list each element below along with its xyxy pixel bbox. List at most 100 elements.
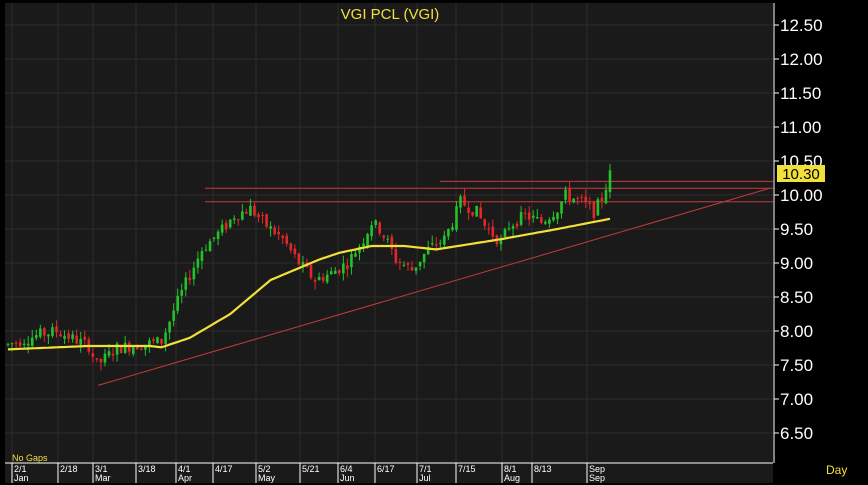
candle-body [386,238,390,240]
candle-body [293,248,297,255]
candlestick [241,204,244,221]
candle-body [281,235,285,239]
candlestick [196,251,200,274]
candle-body [131,347,135,355]
candle-body [148,340,151,346]
candle-body [394,249,398,263]
candlestick [313,277,317,290]
candle-body [342,263,345,274]
x-tick-label: 4/1 [178,464,191,474]
candlestick [414,267,418,275]
candle-body [253,205,256,216]
candlestick [560,201,563,219]
candle-body [374,220,377,226]
candle-body [204,249,208,251]
candlestick [103,348,107,367]
candlestick [99,358,103,371]
candle-body [455,206,458,230]
candlestick [406,261,410,271]
candle-body [51,327,54,336]
candlestick [176,288,179,315]
candlestick [451,222,454,232]
candlestick [232,215,236,224]
candle-body [18,342,22,346]
candle-body [172,310,175,321]
candlestick [422,253,426,269]
y-tick-label: 9.50 [780,220,813,239]
candle-body [269,226,272,229]
candlestick [297,252,301,266]
candlestick [281,234,285,244]
candle-body [22,343,26,346]
candlestick [325,269,329,284]
candlestick [402,261,406,267]
x-tick-label: 7/15 [458,464,476,474]
last-price-label: * 10.30 [777,165,825,183]
x-tick-label: 5/2 [258,464,271,474]
candle-body [152,339,155,341]
candlestick [67,329,70,343]
candle-body [188,277,192,281]
candle-body [224,222,228,230]
candlestick [285,232,289,247]
candle-body [176,295,179,311]
candlestick [26,336,30,354]
candle-body [333,270,337,274]
candle-body [39,328,42,337]
candlestick [261,211,264,224]
candle-body [103,353,107,363]
candle-body [91,353,95,357]
candle-body [115,343,119,355]
candlestick [22,339,26,349]
candle-body [491,226,495,237]
candlestick [503,227,507,239]
grid [5,3,773,463]
candlestick [208,238,212,252]
last-price-box [777,165,825,182]
candle-body [503,229,507,237]
candle-body [43,328,46,336]
candle-body [576,197,579,199]
candle-body [83,336,87,340]
candle-body [317,276,321,281]
x-tick-label: 7/1 [419,464,432,474]
candlestick [463,188,466,207]
month-label: Mar [95,473,111,483]
candlestick [386,234,390,244]
candlestick [455,201,458,232]
candlestick [188,269,192,285]
candle-body [544,221,547,224]
candlestick [479,202,483,219]
last-price-value: 10.30 [782,166,820,183]
candlestick [483,218,487,230]
candlestick [168,320,171,340]
candlestick [95,357,99,363]
candlestick [228,218,232,229]
candlestick [487,222,491,235]
candle-body [160,338,163,344]
candlestick [180,283,184,304]
candle-body [346,265,349,270]
candle-body [406,263,410,265]
candle-body [422,253,426,263]
candle-body [592,201,596,219]
candlestick [333,267,337,274]
candle-body [6,343,10,345]
candle-body [426,246,430,255]
candle-body [382,235,386,238]
candle-body [301,262,305,266]
candle-body [410,267,414,271]
candlestick [378,221,382,237]
x-tick-label: 6/17 [377,464,395,474]
candlestick [184,272,188,297]
x-tick-label: Sep [589,464,605,474]
candlestick [443,230,446,250]
candle-body [402,264,406,266]
candle-body [548,219,551,224]
candle-body [30,337,34,346]
x-tick-label: 6/4 [340,464,353,474]
candlestick [257,212,260,223]
candlestick [200,247,204,270]
candle-body [200,251,204,262]
candle-body [289,243,293,251]
